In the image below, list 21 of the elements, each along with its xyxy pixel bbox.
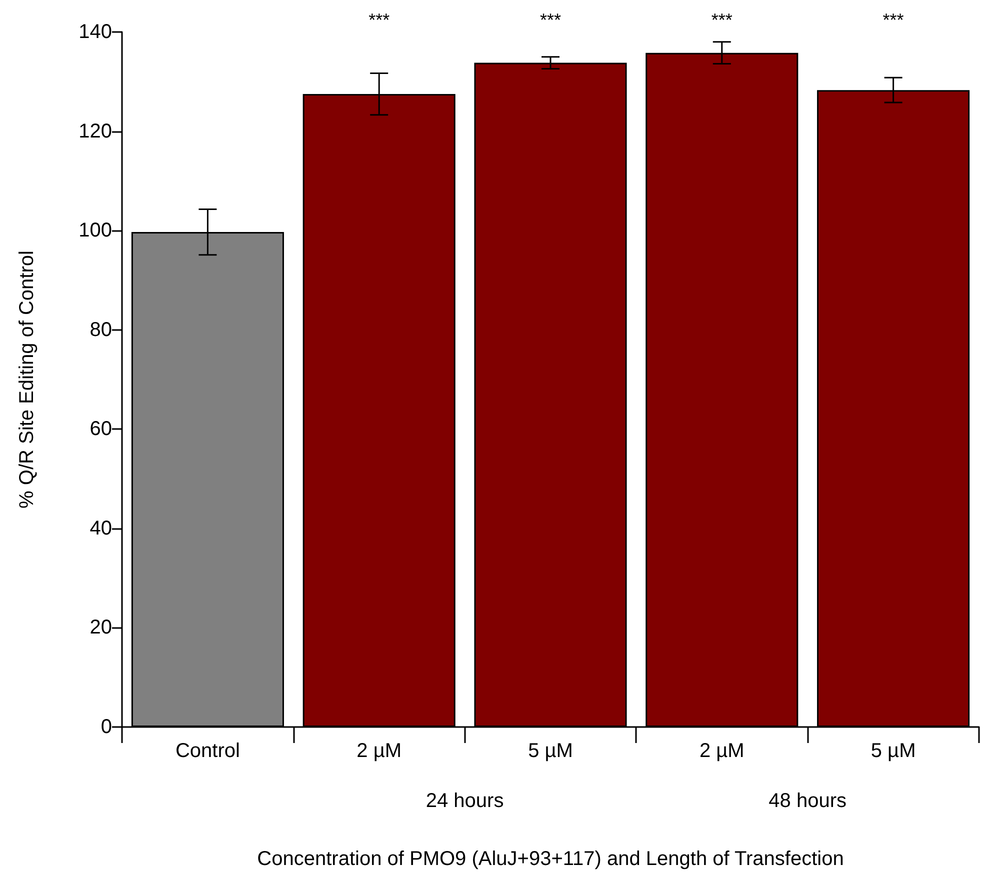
x-axis-title: Concentration of PMO9 (AluJ+93+117) and Length of Transfection <box>257 848 844 870</box>
y-tick-label: 80 <box>90 318 112 341</box>
text: *** <box>711 10 732 30</box>
text: 48 hours <box>768 790 847 812</box>
text: 24 hours <box>426 790 504 812</box>
y-tick-label: 140 <box>78 21 112 43</box>
text: *** <box>540 10 562 30</box>
x-tick-label: 2 µM <box>699 740 744 762</box>
x-tick-label: 5 µM <box>528 740 573 762</box>
x-tick-label: 2 µM <box>356 740 402 762</box>
y-tick-label: 40 <box>90 517 112 540</box>
text: *** <box>368 10 390 30</box>
x-tick-label: 5 µM <box>870 740 916 762</box>
y-tick-label: 100 <box>78 220 112 242</box>
x-tick-label: Control <box>175 740 240 762</box>
y-tick-label: 0 <box>100 716 112 738</box>
y-tick-label: 60 <box>90 418 112 440</box>
text: *** <box>882 10 904 30</box>
y-tick-label: 20 <box>90 616 112 639</box>
y-tick-label: 120 <box>78 120 112 142</box>
y-axis-title: % Q/R Site Editing of Control <box>16 250 38 508</box>
